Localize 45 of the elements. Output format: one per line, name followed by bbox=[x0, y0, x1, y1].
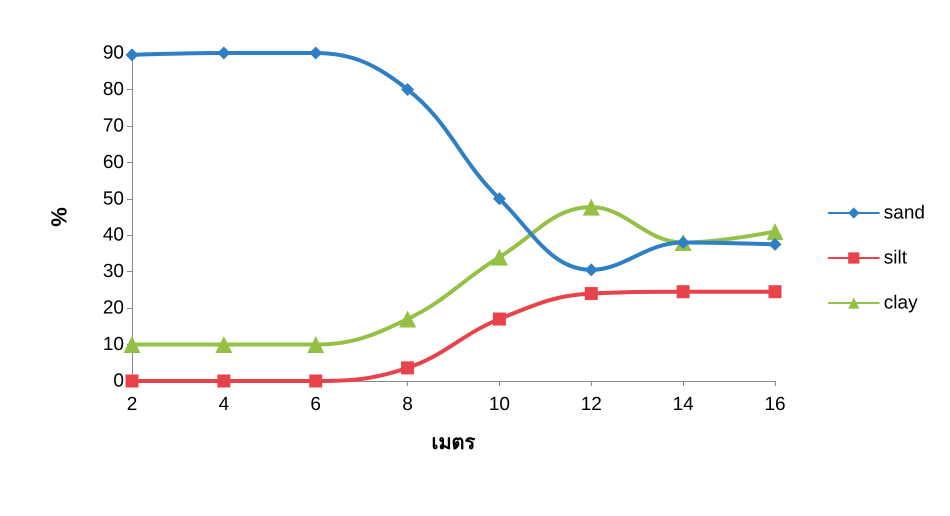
x-tick-label: 14 bbox=[672, 394, 694, 415]
point bbox=[399, 310, 416, 328]
y-tick-label: 70 bbox=[102, 115, 124, 136]
point bbox=[490, 248, 508, 266]
point bbox=[401, 82, 414, 96]
point bbox=[126, 48, 138, 62]
y-tick-label: 50 bbox=[102, 188, 124, 210]
y-tick-label: 90 bbox=[102, 42, 124, 64]
y-tick-label: 40 bbox=[102, 224, 124, 246]
x-tick-label: 6 bbox=[310, 394, 322, 415]
point bbox=[217, 374, 230, 388]
legend-label: sand bbox=[884, 202, 925, 224]
point bbox=[768, 238, 782, 251]
point bbox=[217, 46, 230, 60]
point bbox=[215, 336, 232, 354]
x-tick-label: 16 bbox=[764, 394, 786, 415]
x-tick-label: 2 bbox=[126, 394, 138, 415]
point bbox=[401, 361, 414, 374]
legend-label: silt bbox=[884, 248, 908, 268]
point bbox=[584, 263, 598, 276]
point bbox=[492, 312, 506, 326]
y-tick-label: 60 bbox=[102, 152, 124, 173]
x-tick-label: 10 bbox=[488, 394, 510, 415]
point bbox=[768, 285, 782, 298]
point bbox=[584, 287, 598, 300]
legend-label: clay bbox=[884, 292, 918, 314]
point bbox=[309, 46, 322, 60]
y-axis-title: % bbox=[46, 207, 72, 227]
point bbox=[492, 192, 506, 206]
point bbox=[307, 336, 324, 354]
point bbox=[124, 336, 140, 354]
point bbox=[582, 198, 600, 216]
x-tick-label: 12 bbox=[580, 394, 602, 415]
point bbox=[126, 374, 138, 388]
y-tick-label: 30 bbox=[102, 261, 124, 282]
point bbox=[766, 223, 784, 240]
point bbox=[309, 374, 322, 388]
point bbox=[676, 285, 690, 298]
y-tick-label: 10 bbox=[102, 334, 124, 356]
x-axis-title: เมตร bbox=[432, 432, 476, 454]
x-tick-label: 8 bbox=[402, 394, 413, 415]
x-tick-label: 4 bbox=[218, 394, 230, 415]
y-tick-label: 20 bbox=[102, 298, 124, 319]
y-tick-label: 80 bbox=[102, 78, 124, 100]
y-tick-label: 0 bbox=[113, 370, 124, 392]
